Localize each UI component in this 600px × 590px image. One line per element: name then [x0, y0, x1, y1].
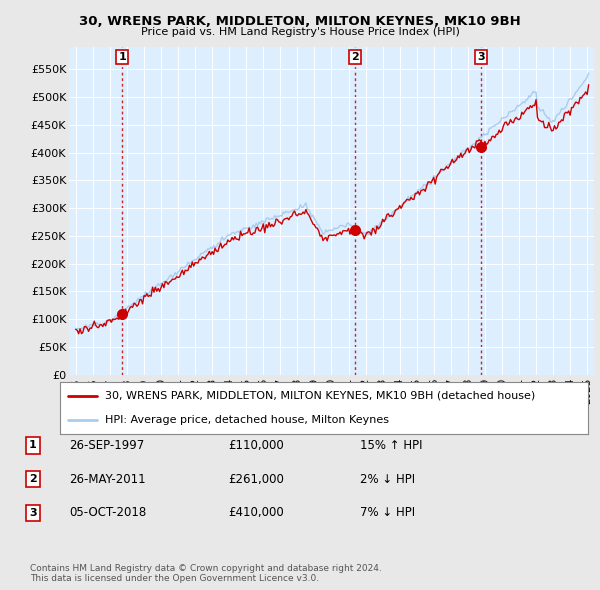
- Text: 30, WRENS PARK, MIDDLETON, MILTON KEYNES, MK10 9BH (detached house): 30, WRENS PARK, MIDDLETON, MILTON KEYNES…: [105, 391, 535, 401]
- Text: 30, WRENS PARK, MIDDLETON, MILTON KEYNES, MK10 9BH: 30, WRENS PARK, MIDDLETON, MILTON KEYNES…: [79, 15, 521, 28]
- Text: £261,000: £261,000: [228, 473, 284, 486]
- Text: 1: 1: [29, 441, 37, 450]
- Text: 3: 3: [477, 52, 485, 62]
- Text: Price paid vs. HM Land Registry's House Price Index (HPI): Price paid vs. HM Land Registry's House …: [140, 27, 460, 37]
- Text: 2: 2: [352, 52, 359, 62]
- Text: HPI: Average price, detached house, Milton Keynes: HPI: Average price, detached house, Milt…: [105, 415, 389, 425]
- Text: 26-MAY-2011: 26-MAY-2011: [69, 473, 146, 486]
- Text: 3: 3: [29, 508, 37, 517]
- Text: 7% ↓ HPI: 7% ↓ HPI: [360, 506, 415, 519]
- Text: Contains HM Land Registry data © Crown copyright and database right 2024.
This d: Contains HM Land Registry data © Crown c…: [30, 563, 382, 583]
- Text: £410,000: £410,000: [228, 506, 284, 519]
- Text: 1: 1: [118, 52, 126, 62]
- Text: 05-OCT-2018: 05-OCT-2018: [69, 506, 146, 519]
- Text: £110,000: £110,000: [228, 439, 284, 452]
- Text: 26-SEP-1997: 26-SEP-1997: [69, 439, 144, 452]
- Text: 2: 2: [29, 474, 37, 484]
- Text: 15% ↑ HPI: 15% ↑ HPI: [360, 439, 422, 452]
- Text: 2% ↓ HPI: 2% ↓ HPI: [360, 473, 415, 486]
